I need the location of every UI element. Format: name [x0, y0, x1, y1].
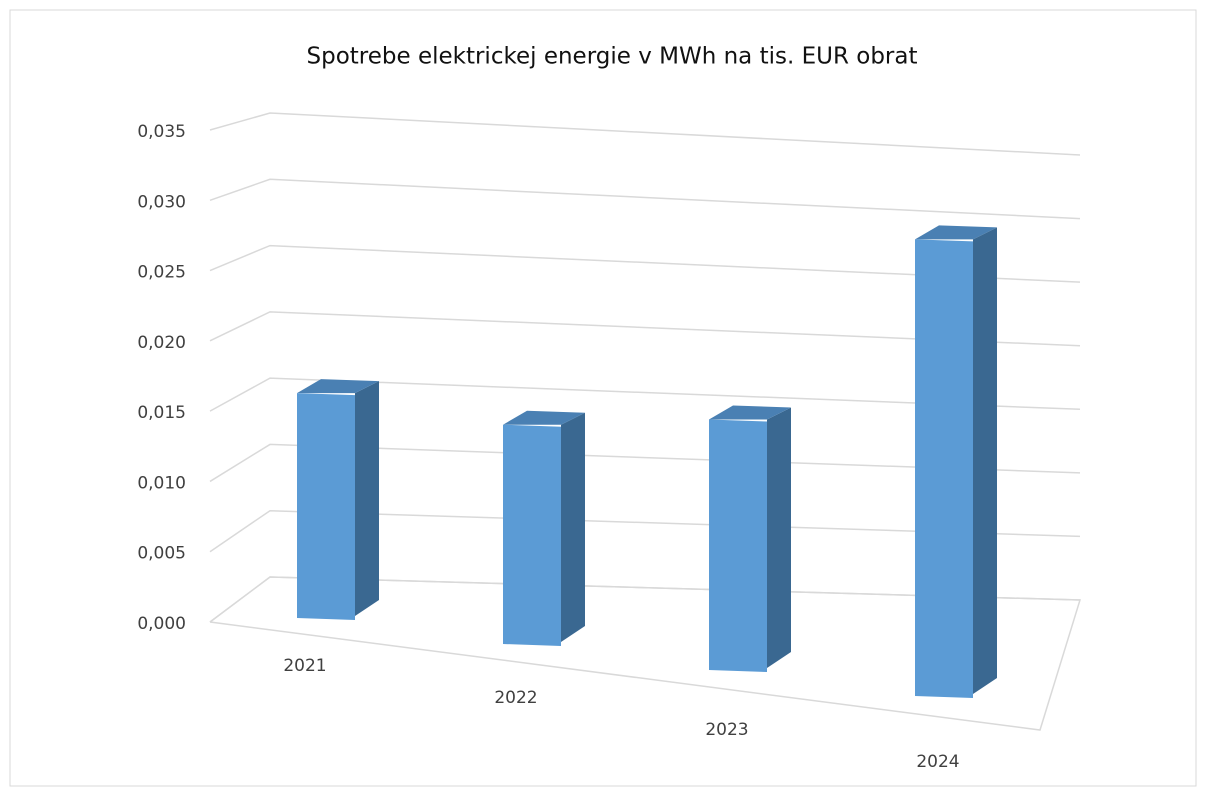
grid-line: [209, 576, 1081, 623]
bar-side: [767, 407, 791, 668]
x-tick-label: 2022: [494, 688, 537, 708]
bar-top: [503, 410, 585, 425]
y-tick-label: 0,005: [137, 544, 186, 564]
y-tick-label: 0,015: [137, 403, 186, 423]
bar: [503, 410, 585, 646]
bar-side: [973, 227, 997, 694]
grid-line: [209, 443, 1081, 483]
bar-front: [297, 393, 355, 620]
bar-side: [355, 381, 379, 616]
x-tick-label: 2024: [916, 752, 959, 772]
grid-line: [209, 244, 1081, 283]
bar-top: [709, 405, 791, 420]
y-tick-label: 0,025: [137, 263, 186, 283]
grid-line: [209, 509, 1081, 553]
grid-line: [209, 112, 1081, 156]
chart-frame: [9, 9, 1197, 787]
bar: [709, 405, 791, 672]
bar: [297, 379, 379, 620]
grid-line: [209, 311, 1081, 347]
bar: [915, 225, 997, 698]
bar-front: [709, 419, 767, 672]
y-tick-label: 0,020: [137, 333, 186, 353]
bar-front: [915, 239, 973, 698]
y-tick-label: 0,030: [137, 192, 186, 212]
chart-title: Spotrebe elektrickej energie v MWh na ti…: [307, 44, 918, 70]
bar-top: [297, 379, 379, 394]
bar-side: [561, 412, 585, 642]
bar-front: [503, 424, 561, 646]
x-tick-label: 2023: [705, 720, 748, 740]
y-tick-label: 0,035: [137, 122, 186, 142]
bar-top: [915, 225, 997, 240]
x-tick-label: 2021: [283, 656, 326, 676]
grid-line: [209, 377, 1081, 412]
grid-line: [209, 178, 1081, 220]
y-tick-label: 0,000: [137, 614, 186, 634]
y-tick-label: 0,010: [137, 473, 186, 493]
